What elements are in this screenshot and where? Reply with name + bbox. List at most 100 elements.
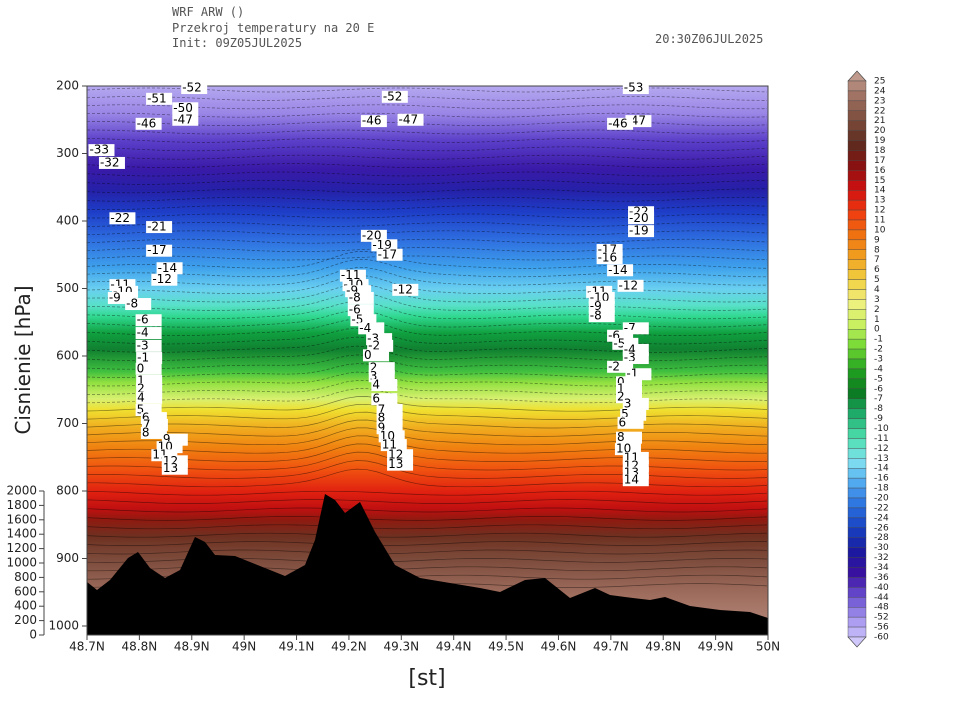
colorbar-box [847,348,867,360]
colorbar-box [847,368,867,380]
isoline [86,188,767,194]
colorbar-label: 10 [874,225,886,235]
colorbar-label: -26 [874,523,889,533]
colorbar-label: -60 [874,633,889,643]
contour-label-box [181,82,208,95]
isoline [86,196,768,202]
colorbar-label: -40 [874,583,889,593]
height-tick-label: 600 [14,584,37,598]
isoline [86,490,768,496]
colorbar-label: 9 [874,235,880,245]
isoline [86,318,768,336]
colorbar-box [847,577,867,588]
colorbar-label: -2 [874,345,883,355]
colorbar-label: -48 [874,603,889,613]
contour-label: -8 [588,309,615,323]
colorbar-label: -9 [874,414,883,424]
contour-label-box [151,273,178,286]
isoline [86,251,768,269]
contour-label: 8 [615,430,642,444]
colorbar-label: 0 [874,325,880,335]
contour-label-box [146,221,173,234]
contour-label: 13 [387,457,414,471]
colorbar-label: 2 [874,305,880,315]
x-axis-label: [st] [408,666,445,691]
colorbar-box [847,150,867,161]
contour-label-text: 0 [364,348,372,362]
x-tick-label: 48.8N [122,640,158,654]
x-tick-label: 49.6N [541,640,577,654]
contour-label: -19 [628,224,655,238]
colorbar-box [847,438,867,449]
contour-label-text: -33 [89,143,109,157]
contour-label-box [588,300,615,313]
contour-label-text: -17 [378,247,398,261]
contour-label: -52 [181,81,208,95]
isoline [86,363,768,378]
contour-label: -46 [135,116,162,130]
contour-label-text: -14 [158,261,178,275]
height-tick-label: 800 [14,570,37,584]
contour-label-box [135,327,162,340]
height-tick-label: 1800 [6,498,37,512]
valid-time: 20:30Z06JUL2025 [655,32,763,46]
contour-label-box [617,416,644,429]
contour-label-text: -46 [608,116,628,130]
x-tick-label: 48.7N [69,640,105,654]
contour-label-box [347,304,374,317]
isoline [86,255,768,261]
contour-label-box [146,244,173,257]
contour-label-box [607,117,634,130]
contour-label: -47 [172,112,199,126]
colorbar-box [847,537,867,548]
contour-label-text: -12 [152,272,172,286]
contour-label: -12 [617,278,644,292]
colorbar-label: -18 [874,484,889,494]
colorbar-label: -4 [874,364,883,374]
colorbar-label: -30 [874,543,889,553]
colorbar-box [847,567,867,578]
contour-label-text: 8 [378,411,386,425]
contour-label-box [615,431,642,444]
colorbar-label: -5 [874,374,883,384]
colorbar-box [847,338,867,350]
contour-label-text: -19 [629,224,649,238]
colorbar-box [847,239,867,250]
colorbar-label: 15 [874,176,885,186]
isoline [86,138,768,143]
contour-label: -11 [339,268,366,282]
contour-label-text: -2 [608,359,620,373]
colorbar-box [847,378,867,389]
colorbar-label: 6 [874,265,880,275]
contour-label: -1 [136,351,163,365]
isoline [86,180,768,185]
colorbar-label: -44 [874,593,889,603]
colorbar-box [847,249,867,260]
contour-label-box [146,92,173,105]
contour-label-box [98,156,125,169]
colorbar-box [847,209,867,221]
colorbar-label: 16 [874,166,886,176]
colorbar-bottom [847,636,867,648]
contour-label: -52 [381,89,408,103]
colorbar-box [847,458,867,469]
contour-label-box [135,314,162,327]
contour-label-box [125,298,152,311]
y-tick-label: 500 [56,281,79,295]
colorbar-label: -8 [874,404,883,414]
contour-label-box [628,212,655,225]
contour-label-text: -53 [624,81,644,95]
contour-label-text: 2 [370,361,378,375]
isoline [86,451,768,471]
contour-label-box [387,458,414,471]
contour-label: -4 [135,326,162,340]
colorbar-label: 24 [874,86,886,96]
contour-label-text: -19 [372,238,392,252]
contour-label: -22 [109,211,136,225]
colorbar-box [847,180,867,191]
colorbar-box [847,140,867,151]
contour-label: -19 [371,238,398,252]
isoline [86,275,768,294]
contour-label-text: -3 [624,351,636,365]
contour-label-box [88,144,115,157]
